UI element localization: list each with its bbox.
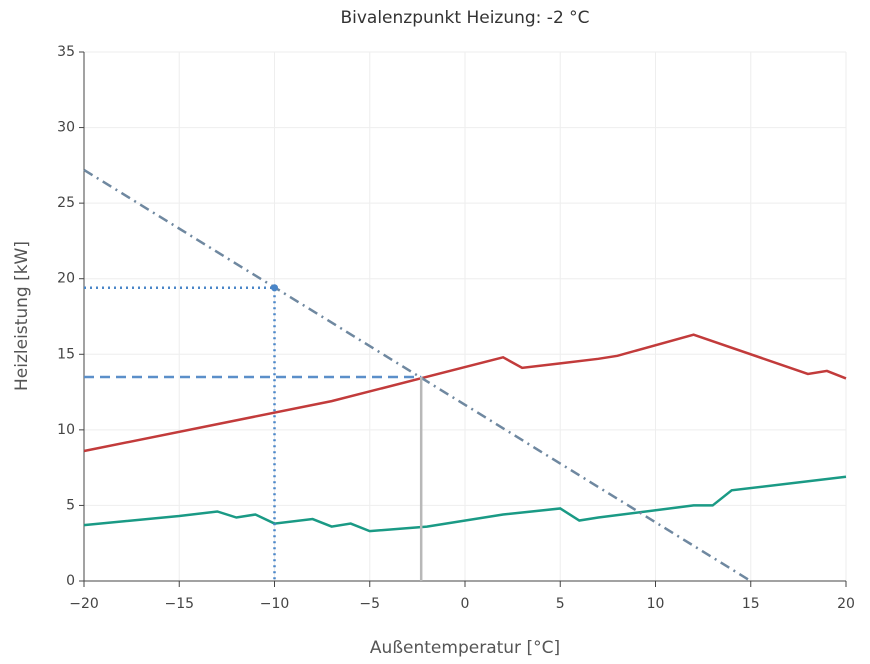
y-tick-label: 35: [57, 44, 75, 60]
chart-title: Bivalenzpunkt Heizung: -2 °C: [340, 8, 589, 28]
y-tick-label: 20: [57, 271, 75, 287]
x-tick-label: 10: [647, 596, 665, 612]
x-tick-label: −15: [164, 596, 194, 612]
x-tick-label: 20: [837, 596, 855, 612]
series-line: [83, 168, 752, 583]
y-tick-label: 5: [66, 497, 75, 513]
series-line: [83, 333, 847, 453]
point: [271, 284, 278, 292]
x-axis-title: Außentemperatur [°C]: [370, 638, 560, 658]
x-tick-label: −5: [359, 596, 380, 612]
y-tick-label: 10: [57, 422, 75, 438]
series-line: [84, 286, 276, 581]
y-tick-label: 0: [66, 573, 75, 589]
y-axis-title: Heizleistung [kW]: [12, 241, 32, 391]
series-line: [83, 475, 847, 533]
x-tick-label: −10: [260, 596, 290, 612]
x-tick-label: 15: [742, 596, 760, 612]
y-tick-label: 25: [57, 195, 75, 211]
y-tick-label: 30: [57, 120, 75, 136]
x-tick-label: −20: [69, 596, 99, 612]
x-tick-label: 0: [461, 596, 470, 612]
x-tick-label: 5: [556, 596, 565, 612]
y-tick-label: 15: [57, 346, 75, 362]
